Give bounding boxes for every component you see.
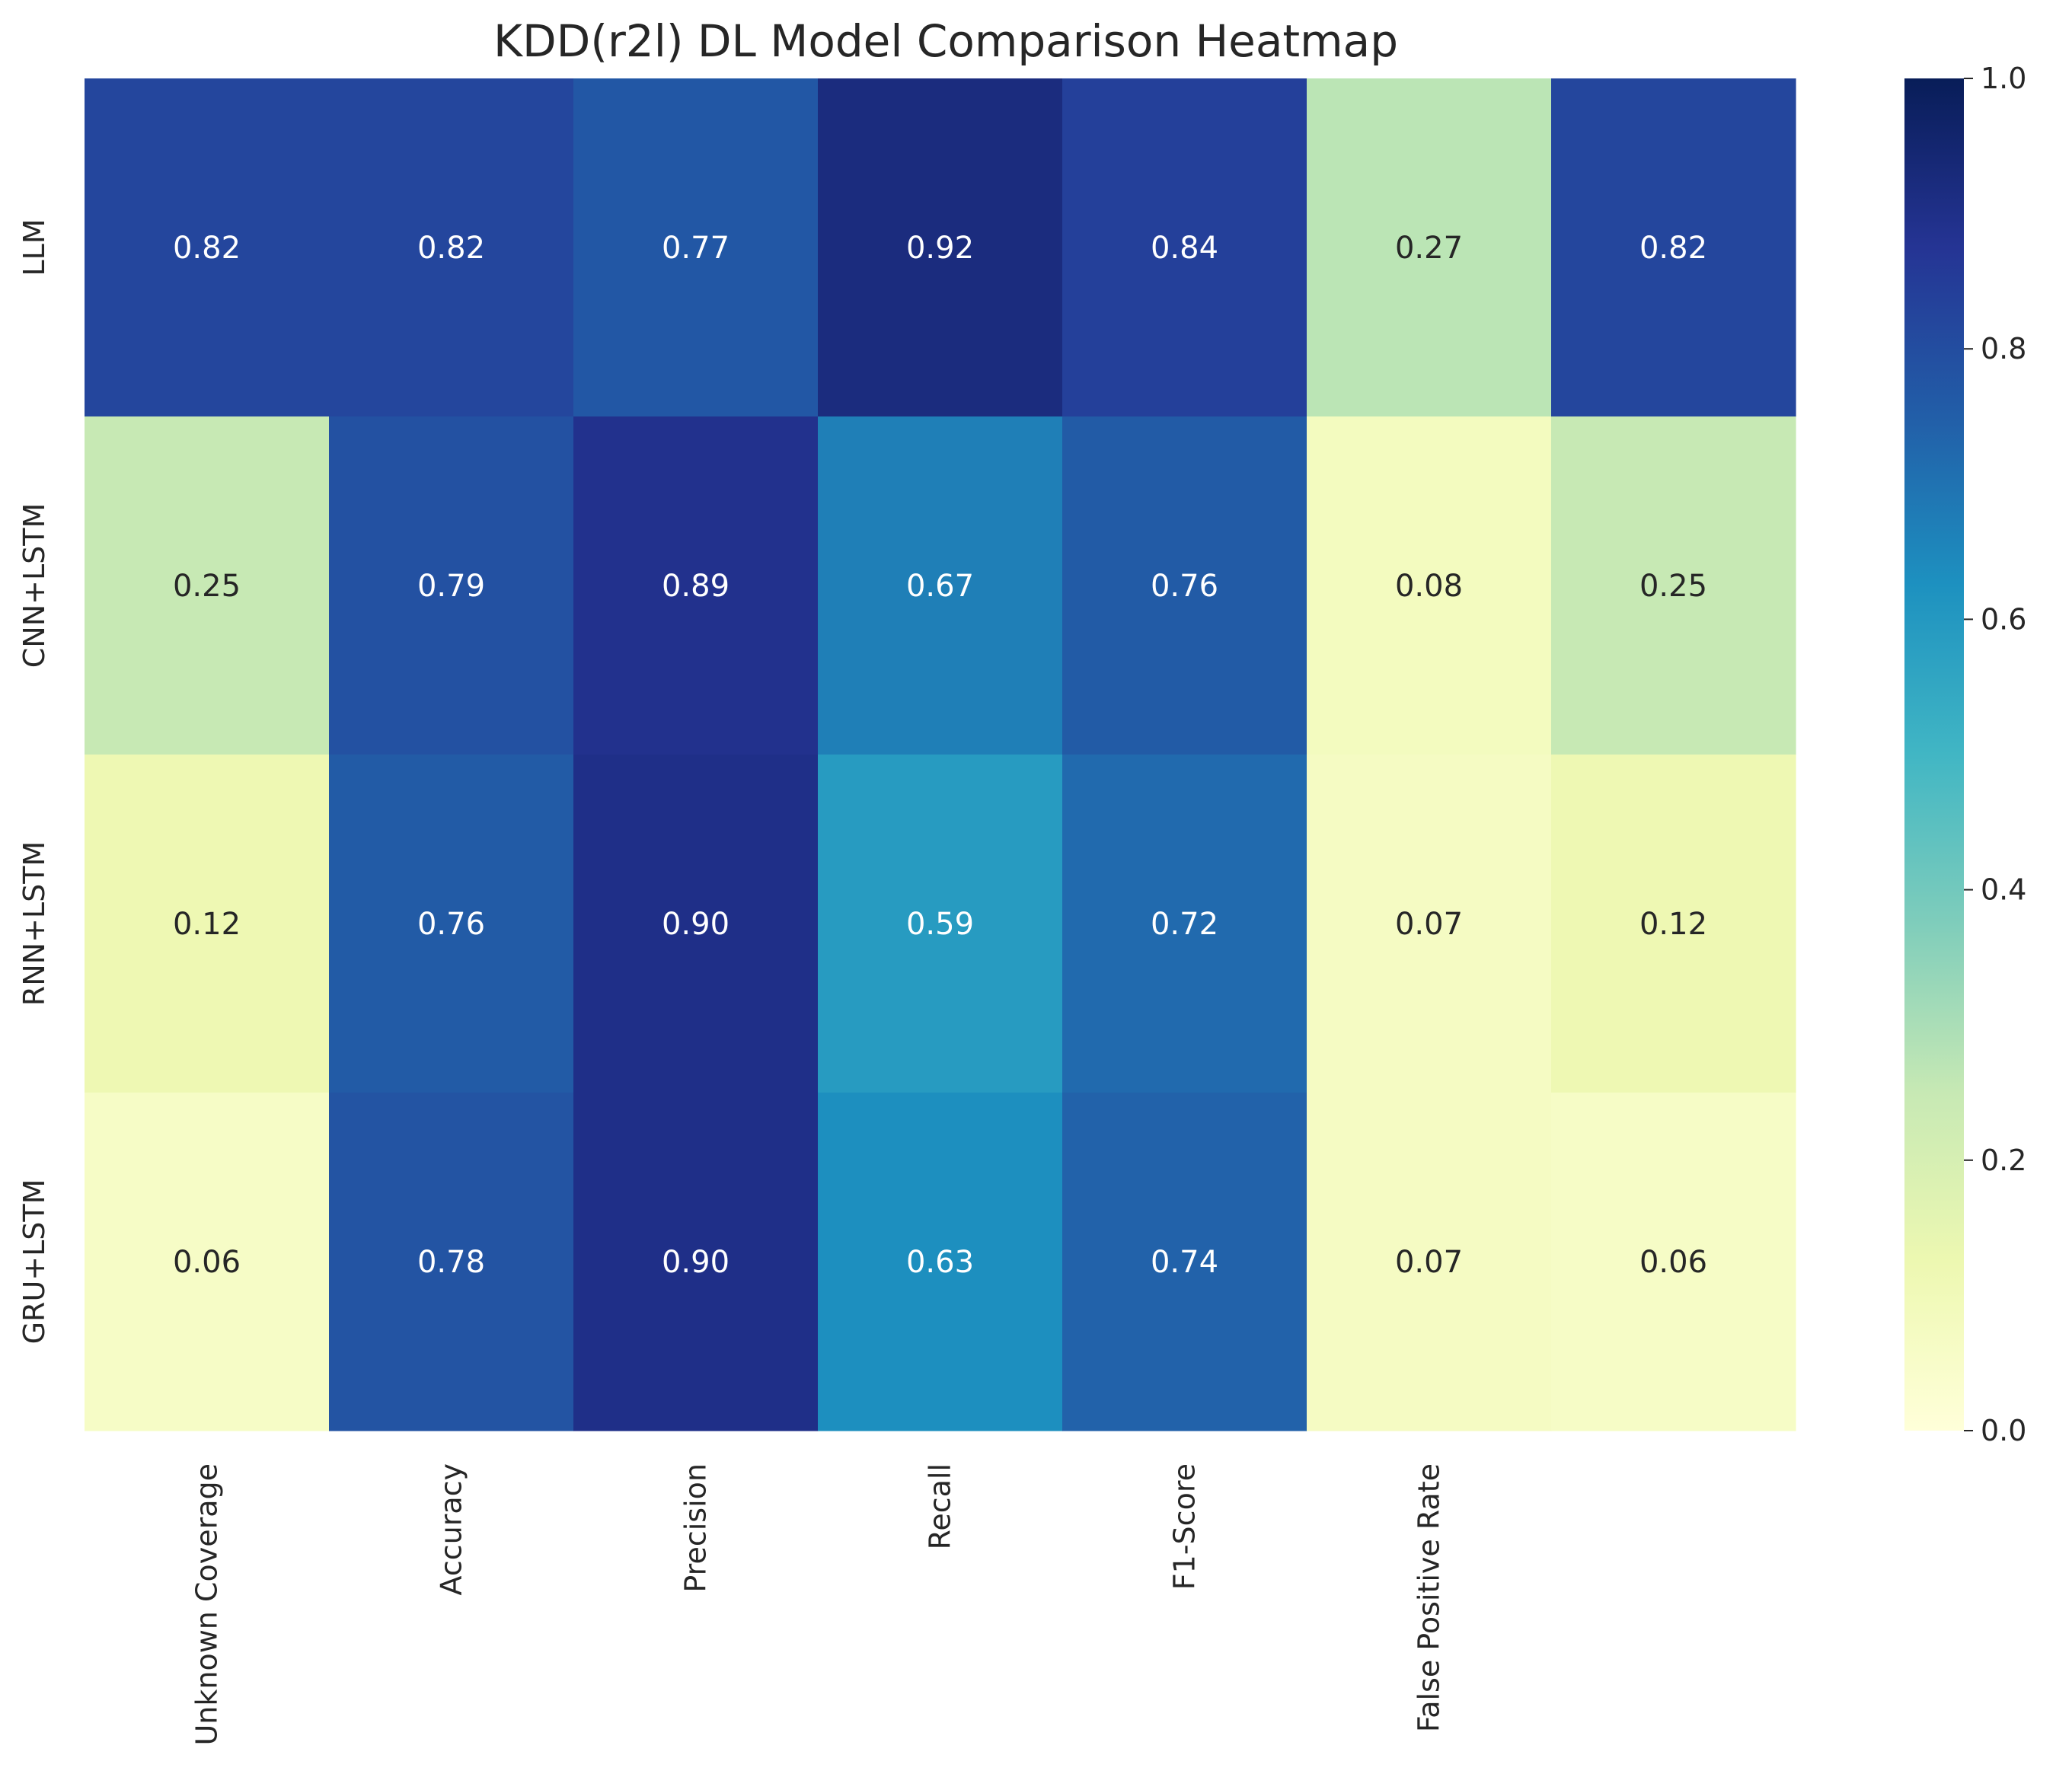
heatmap-cell: [818, 416, 1063, 755]
heatmap-cell: [1307, 1093, 1552, 1431]
cell-value-label: 0.74: [1151, 1245, 1218, 1280]
heatmap-cell: [1307, 755, 1552, 1093]
cell-value-label: 0.90: [662, 907, 730, 942]
cell-value-label: 0.25: [173, 569, 241, 604]
row-tick-labels: LLM CNN+LSTM RNN+LSTM GRU+LSTM: [18, 219, 51, 1344]
heatmap-cell: [1062, 1093, 1307, 1431]
cell-value-label: 0.79: [417, 569, 485, 604]
column-tick-labels: Unknown Coverage Accuracy Precision Recall F…: [190, 1463, 1446, 1746]
cell-value-label: 0.78: [417, 1245, 485, 1280]
cell-value-label: 0.12: [173, 907, 241, 942]
cell-value-label: 0.59: [906, 907, 974, 942]
column-tick-label: False Positive Rate: [1413, 1463, 1446, 1732]
cell-value-label: 0.82: [173, 231, 241, 266]
column-tick-label: Unknown Coverage: [190, 1463, 224, 1746]
colorbar-tick-label: 0.0: [1981, 1414, 2026, 1447]
cell-value-label: 0.07: [1395, 1245, 1463, 1280]
cell-value-label: 0.84: [1151, 231, 1218, 266]
chart-title: KDD(r2l) DL Model Comparison Heatmap: [493, 15, 1398, 67]
cell-value-label: 0.77: [662, 231, 730, 266]
heatmap-cell: [573, 78, 819, 417]
heatmap-cell: [818, 1093, 1063, 1431]
colorbar-tick-label: 0.2: [1981, 1144, 2026, 1177]
heatmap-cell: [1307, 78, 1552, 417]
cell-value-label: 0.25: [1639, 569, 1707, 604]
row-tick-label: CNN+LSTM: [18, 503, 51, 668]
row-tick-label: GRU+LSTM: [18, 1179, 51, 1345]
heatmap-cell: [1062, 416, 1307, 755]
cell-value-label: 0.89: [662, 569, 730, 604]
heatmap-cell: [329, 1093, 574, 1431]
cell-value-label: 0.82: [1639, 231, 1707, 266]
heatmap-cell: [329, 78, 574, 417]
cell-value-label: 0.76: [417, 907, 485, 942]
cell-value-label: 0.63: [906, 1245, 974, 1280]
heatmap-cell: [573, 416, 819, 755]
cell-value-label: 0.27: [1395, 231, 1463, 266]
heatmap-cell: [573, 755, 819, 1093]
column-tick-label: Precision: [679, 1463, 713, 1593]
colorbar-gradient: [1904, 78, 1964, 1431]
column-tick-label: Recall: [924, 1463, 957, 1549]
cell-value-label: 0.12: [1639, 907, 1707, 942]
heatmap-cell: [1551, 416, 1796, 755]
heatmap-cell: [1551, 755, 1796, 1093]
cell-value-label: 0.90: [662, 1245, 730, 1280]
heatmap-cell: [1062, 755, 1307, 1093]
row-tick-label: RNN+LSTM: [18, 841, 51, 1006]
column-tick-label: Accuracy: [435, 1463, 468, 1596]
heatmap-cell: [1551, 1093, 1796, 1431]
cell-value-label: 0.72: [1151, 907, 1218, 942]
colorbar-tick-label: 1.0: [1981, 62, 2026, 95]
heatmap-cell: [329, 416, 574, 755]
cell-value-label: 0.06: [173, 1245, 241, 1280]
colorbar-tick-label: 0.8: [1981, 332, 2026, 365]
heatmap-cell: [85, 416, 330, 755]
heatmap-cell: [85, 1093, 330, 1431]
heatmap-cell: [1307, 416, 1552, 755]
colorbar-tick-label: 0.6: [1981, 602, 2026, 636]
heatmap-cell: [1551, 78, 1796, 417]
heatmap-cell: [818, 78, 1063, 417]
heatmap-cell: [818, 755, 1063, 1093]
heatmap-cell: [1062, 78, 1307, 417]
cell-value-label: 0.08: [1395, 569, 1463, 604]
cell-value-label: 0.76: [1151, 569, 1218, 604]
cell-value-label: 0.67: [906, 569, 974, 604]
colorbar: 0.0 0.2 0.4 0.6 0.8 1.0: [1904, 62, 2026, 1447]
cell-value-label: 0.06: [1639, 1245, 1707, 1280]
cell-value-label: 0.07: [1395, 907, 1463, 942]
heatmap-cell: [85, 78, 330, 417]
heatmap-cells: 0.82 0.82 0.77 0.92 0.84 0.27 0.82 0.25 0.79 0.89…: [85, 78, 1796, 1431]
cell-value-label: 0.82: [417, 231, 485, 266]
row-tick-label: LLM: [18, 219, 51, 276]
cell-value-label: 0.92: [906, 231, 974, 266]
heatmap-cell: [329, 755, 574, 1093]
heatmap-cell: [573, 1093, 819, 1431]
heatmap-cell: [85, 755, 330, 1093]
colorbar-ticks: 0.0 0.2 0.4 0.6 0.8 1.0: [1964, 62, 2026, 1447]
column-tick-label: F1-Score: [1168, 1463, 1202, 1590]
colorbar-tick-label: 0.4: [1981, 873, 2026, 907]
